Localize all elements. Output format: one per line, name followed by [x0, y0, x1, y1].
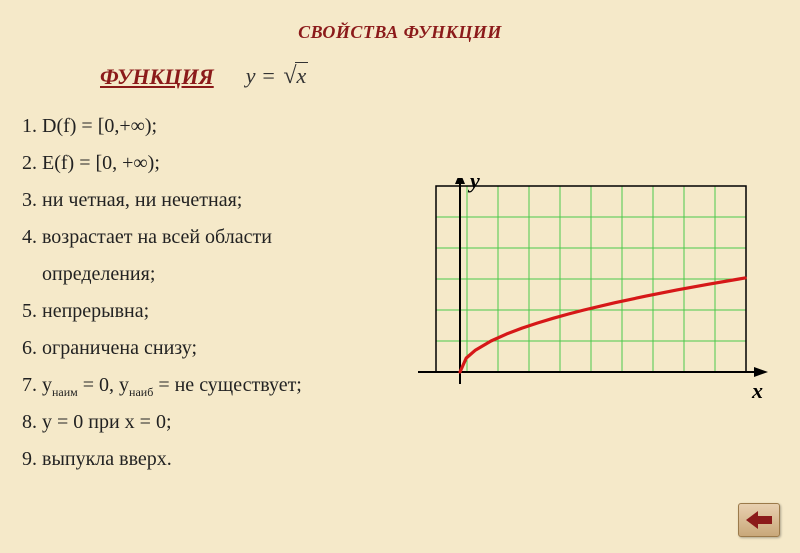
- formula-lhs: y: [246, 63, 256, 88]
- prop7-post: = не существует;: [153, 374, 302, 396]
- formula-rhs: x: [295, 62, 309, 88]
- formula: y = x: [246, 63, 309, 90]
- chart-svg: yx: [398, 178, 770, 410]
- prop7-sub1: наим: [52, 385, 78, 399]
- chart: yx: [398, 178, 770, 415]
- list-item: D(f) = [0,+∞);: [42, 108, 380, 145]
- list-item: ни четная, ни нечетная;: [42, 182, 380, 219]
- sqrt-icon: x: [281, 63, 308, 90]
- prop7-mid: = 0, y: [78, 374, 129, 396]
- prop7-pre: y: [42, 374, 52, 396]
- subtitle: ФУНКЦИЯ: [100, 64, 214, 90]
- list-item: yнаим = 0, yнаиб = не существует;: [42, 367, 380, 404]
- list-item: выпукла вверх.: [42, 441, 380, 478]
- list-item: возрастает на всей области определения;: [42, 219, 380, 293]
- list-item: E(f) = [0, +∞);: [42, 145, 380, 182]
- arrow-left-icon: [746, 511, 772, 529]
- properties-list: D(f) = [0,+∞); E(f) = [0, +∞); ни четная…: [0, 108, 380, 478]
- subtitle-row: ФУНКЦИЯ y = x: [100, 63, 800, 90]
- prop7-sub2: наиб: [129, 385, 153, 399]
- back-button[interactable]: [738, 503, 780, 537]
- list-item: ограничена снизу;: [42, 330, 380, 367]
- list-item: y = 0 при x = 0;: [42, 404, 380, 441]
- svg-text:x: x: [751, 378, 763, 403]
- list-item: непрерывна;: [42, 293, 380, 330]
- formula-eq: =: [261, 63, 276, 88]
- page-title: СВОЙСТВА ФУНКЦИИ: [0, 0, 800, 43]
